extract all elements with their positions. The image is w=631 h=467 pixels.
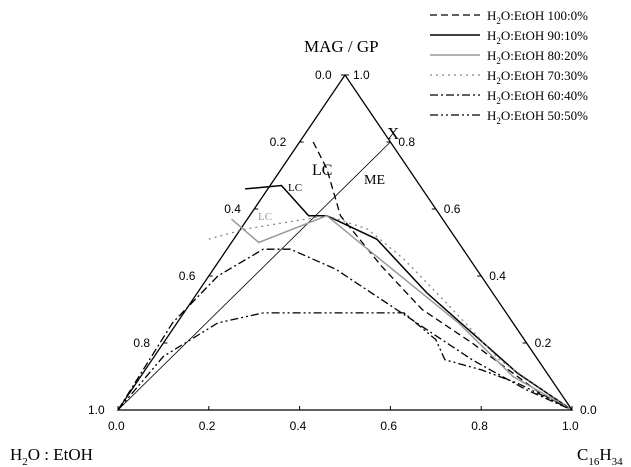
tick-label-bottom-4: 0.8	[471, 419, 488, 433]
tick-label-right-0: 1.0	[353, 68, 370, 82]
series-line-1	[245, 184, 573, 411]
legend-label-3: H2O:EtOH 70:30%	[487, 68, 588, 86]
triangle-axes: 0.00.0 1.00.20.2 0.80.40.4 0.60.60.6 0.40.80…	[88, 68, 597, 433]
me-tie-line	[117, 141, 391, 411]
tick-label-bottom-0: 0.0	[108, 419, 125, 433]
series-line-4	[117, 248, 573, 411]
legend-label-1: H2O:EtOH 90:10%	[487, 28, 588, 46]
tick-label-right-3: 0.4	[489, 269, 506, 283]
tick-label-left-2: 0.4	[224, 202, 241, 216]
series-line-3	[208, 215, 573, 411]
tick-label-right-5: 0.0	[580, 403, 597, 417]
tick-label-left-3: 0.6	[179, 269, 196, 283]
tick-label-left-1: 0.2	[270, 135, 287, 149]
series-line-2	[231, 214, 573, 411]
tick-label-right-4: 0.2	[535, 336, 552, 350]
tick-label-left-4: 0.8	[133, 336, 150, 350]
legend-label-2: H2O:EtOH 80:20%	[487, 48, 588, 66]
apex-label: MAG / GP	[304, 37, 379, 56]
series-line-0	[312, 141, 573, 411]
series-lines	[117, 141, 573, 411]
tick-label-bottom-5: 1.0	[562, 419, 579, 433]
annotation-x: X	[387, 124, 399, 143]
annotation-lc-big: LC	[312, 162, 332, 179]
tick-label-left-5: 1.0	[88, 403, 105, 417]
tick-label-bottom-1: 0.2	[199, 419, 216, 433]
tick-label-right-1: 0.8	[398, 135, 415, 149]
tick-label-bottom-2: 0.4	[290, 419, 307, 433]
legend: H2O:EtOH 100:0% H2O:EtOH 90:10% H2O:EtOH 8…	[430, 8, 588, 126]
right-vertex-label: C16H34	[577, 445, 623, 467]
left-vertex-label: H2O : EtOH	[10, 445, 93, 467]
annotation-me: ME	[364, 173, 385, 188]
annotation-lc-mid: LC	[288, 182, 302, 194]
triangle-outline	[116, 73, 574, 411]
legend-label-0: H2O:EtOH 100:0%	[487, 8, 588, 26]
legend-label-4: H2O:EtOH 60:40%	[487, 88, 588, 106]
tick-label-left-0: 0.0	[315, 68, 332, 82]
tick-label-right-2: 0.6	[444, 202, 461, 216]
tick-label-bottom-3: 0.6	[380, 419, 397, 433]
annotation-lc-small: LC	[258, 211, 272, 223]
legend-label-5: H2O:EtOH 50:50%	[487, 108, 588, 126]
series-line-5	[117, 312, 573, 411]
